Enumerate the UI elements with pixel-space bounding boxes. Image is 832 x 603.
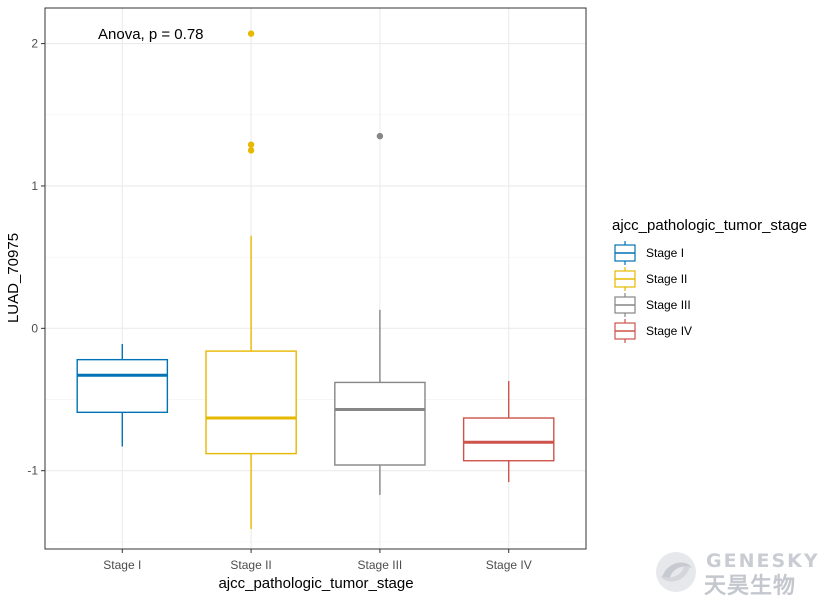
legend-item-stage-ii: Stage II	[615, 267, 687, 291]
x-axis: Stage I Stage II Stage III Stage IV	[103, 549, 531, 572]
x-tick-label: Stage II	[230, 558, 271, 572]
legend-title: ajcc_pathologic_tumor_stage	[612, 217, 807, 234]
box-iqr	[464, 418, 554, 461]
plot-panel-background	[45, 8, 586, 549]
outlier-point	[248, 147, 254, 153]
y-tick-label: 2	[31, 37, 38, 51]
genesky-watermark: GENESKY 天昊生物	[652, 548, 822, 596]
legend-item-stage-i: Stage I	[615, 241, 684, 265]
legend-label: Stage I	[646, 246, 684, 260]
watermark-chinese-text: 天昊生物	[704, 568, 796, 600]
outlier-point	[248, 30, 254, 36]
y-axis: -1 0 1 2	[27, 37, 45, 478]
legend-label: Stage II	[646, 272, 687, 286]
outlier-point	[377, 133, 383, 139]
box-iqr	[206, 351, 296, 454]
legend-item-stage-iii: Stage III	[615, 293, 691, 317]
y-tick-label: 1	[31, 179, 38, 193]
x-tick-label: Stage III	[358, 558, 403, 572]
y-axis-title: LUAD_70975	[5, 233, 22, 323]
legend: ajcc_pathologic_tumor_stage Stage I Stage…	[612, 217, 807, 343]
boxplot-chart: -1 0 1 2 Stage I Stage II Stage III Stage IV A…	[0, 0, 832, 603]
legend-label: Stage III	[646, 298, 691, 312]
y-tick-label: -1	[27, 464, 38, 478]
legend-item-stage-iv: Stage IV	[615, 319, 692, 343]
legend-label: Stage IV	[646, 324, 692, 338]
x-axis-title: ajcc_pathologic_tumor_stage	[218, 575, 413, 592]
annotation-text: Anova, p = 0.78	[98, 26, 204, 43]
box-iqr	[335, 382, 425, 465]
y-tick-label: 0	[31, 321, 38, 335]
box-iqr	[77, 360, 167, 413]
x-tick-label: Stage I	[103, 558, 141, 572]
outlier-point	[248, 141, 254, 147]
genesky-swirl-icon	[652, 548, 702, 596]
x-tick-label: Stage IV	[486, 558, 532, 572]
